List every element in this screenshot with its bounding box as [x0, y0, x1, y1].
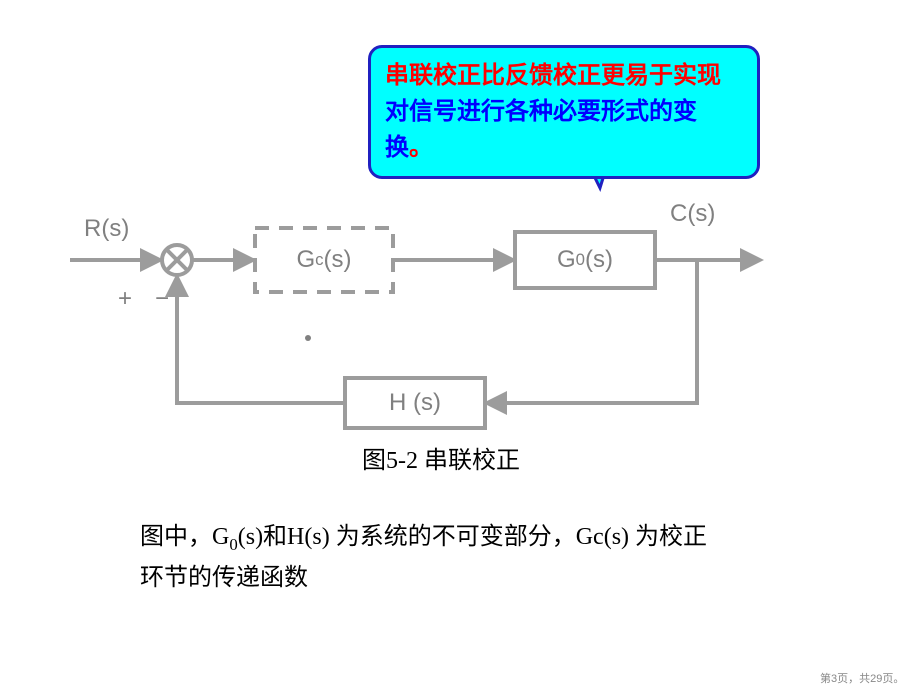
label-minus: − [155, 285, 169, 313]
gc-pre: G [296, 246, 315, 274]
callout-line2-punct: 。 [409, 134, 433, 161]
callout-line2: 对信号进行各种必要形式的变换。 [385, 94, 743, 166]
gc-block-label: G c (s) [255, 228, 393, 292]
figure-caption: 图5-2 串联校正 [362, 440, 520, 475]
summing-junction [162, 245, 192, 275]
label-plus: + [118, 285, 132, 313]
body-1sub: 0 [229, 535, 237, 554]
callout-bubble: 串联校正比反馈校正更易于实现 对信号进行各种必要形式的变换。 [368, 45, 760, 179]
body-2: 环节的传递函数 [140, 565, 308, 591]
body-1a: 图中，G [140, 524, 229, 550]
h-text: H (s) [389, 389, 441, 417]
g0-pre: G [557, 246, 576, 274]
center-dot [305, 335, 311, 341]
body-1b: (s)和H(s) 为系统的不可变部分，Gc(s) 为校正 [238, 524, 707, 550]
label-Rs: R(s) [84, 215, 129, 243]
callout-line1: 串联校正比反馈校正更易于实现 [385, 58, 743, 94]
h-block-label: H (s) [345, 378, 485, 428]
g0-block-label: G0 (s) [515, 232, 655, 288]
g0-post: (s) [585, 246, 613, 274]
wire-feedback-to-sum [177, 277, 343, 403]
page-number: 第3页，共29页。 [820, 670, 904, 686]
body-paragraph: 图中，G0(s)和H(s) 为系统的不可变部分，Gc(s) 为校正 环节的传递函… [140, 518, 780, 597]
g0-sub: 0 [576, 250, 585, 270]
label-Cs: C(s) [670, 200, 715, 228]
sum-cross-2 [167, 250, 188, 271]
gc-post: (s) [324, 246, 352, 274]
gc-sub: c [315, 250, 323, 270]
sum-cross-1 [167, 250, 188, 271]
